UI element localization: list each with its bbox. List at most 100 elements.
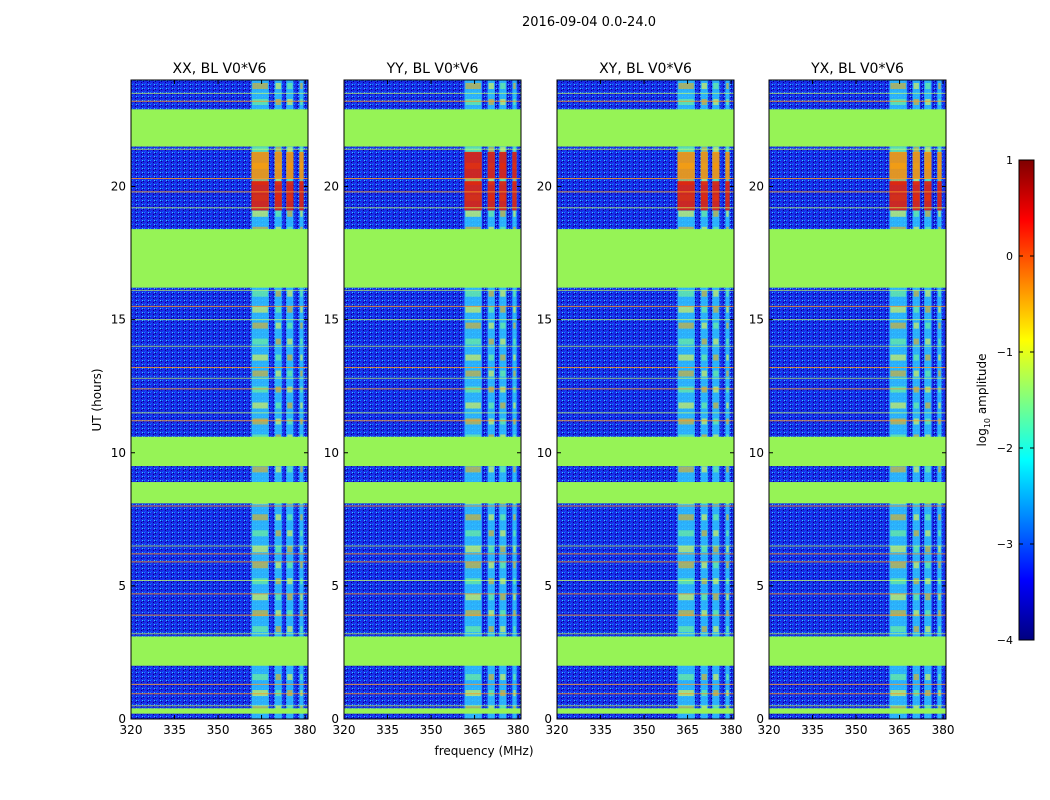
axes-frame [343, 79, 522, 720]
rfi-strong-block [286, 151, 294, 179]
x-tick-label: 380 [294, 723, 317, 737]
rfi-cell [300, 306, 303, 313]
rfi-cell [913, 402, 919, 409]
colorbar-label-base: 10 [983, 418, 992, 428]
rfi-strong-block [499, 181, 507, 211]
y-tick-label: 20 [111, 180, 126, 194]
rfi-cell [287, 466, 293, 473]
rfi-cell [713, 354, 719, 361]
rfi-cell [938, 146, 941, 153]
rfi-cell [890, 370, 906, 377]
flagged-band [344, 636, 521, 666]
rfi-cell [913, 146, 919, 153]
rfi-cell [465, 210, 481, 217]
rfi-cell [726, 290, 729, 297]
rfi-cell [500, 562, 506, 569]
y-tick-label: 0 [756, 712, 764, 726]
rfi-cell [488, 674, 494, 681]
rfi-cell [701, 322, 707, 329]
rfi-strong-block [725, 181, 730, 211]
rfi-band [512, 80, 517, 719]
rfi-cell [300, 338, 303, 345]
x-tick-label: 335 [801, 723, 824, 737]
y-tick-label: 15 [537, 313, 552, 327]
rfi-cell [275, 546, 281, 553]
rfi-cell [300, 322, 303, 329]
flagged-band [131, 636, 308, 666]
y-tick-label: 20 [324, 180, 339, 194]
rfi-cell [252, 290, 268, 297]
rfi-cell [713, 290, 719, 297]
rfi-cell [300, 546, 303, 553]
rfi-cell [488, 386, 494, 393]
x-tick-label: 320 [333, 723, 356, 737]
rfi-cell [726, 418, 729, 425]
rfi-strong-block [274, 151, 282, 179]
flagged-band [769, 482, 946, 504]
rfi-cell [300, 578, 303, 585]
rfi-cell [913, 322, 919, 329]
rfi-cell [890, 402, 906, 409]
rfi-cell [287, 402, 293, 409]
rfi-cell [488, 338, 494, 345]
x-axis-label: frequency (MHz) [434, 744, 533, 758]
rfi-cell [275, 562, 281, 569]
rfi-band [299, 80, 304, 719]
rfi-cell [252, 370, 268, 377]
rfi-cell [513, 562, 516, 569]
rfi-cell [500, 418, 506, 425]
rfi-cell [713, 82, 719, 89]
rfi-cell [678, 418, 694, 425]
rfi-cell [925, 466, 931, 473]
flagged-band [131, 229, 308, 288]
rfi-cell [925, 290, 931, 297]
rfi-cell [938, 338, 941, 345]
rfi-cell [726, 354, 729, 361]
rfi-cell [287, 546, 293, 553]
rfi-cell [890, 546, 906, 553]
rfi-cell [913, 610, 919, 617]
rfi-cell [938, 290, 941, 297]
rfi-cell [500, 610, 506, 617]
rfi-cell [465, 514, 481, 521]
rfi-cell [678, 146, 694, 153]
y-tick-label: 5 [756, 579, 764, 593]
rfi-cell [701, 306, 707, 313]
rfi-cell [678, 210, 694, 217]
y-tick-label: 5 [331, 579, 339, 593]
rfi-cell [701, 594, 707, 601]
rfi-cell [513, 418, 516, 425]
rfi-cell [726, 146, 729, 153]
colorbar-tick-label: −1 [997, 346, 1013, 359]
rfi-cell [287, 354, 293, 361]
rfi-cell [890, 98, 906, 105]
rfi-cell [488, 370, 494, 377]
rfi-cell [287, 418, 293, 425]
flagged-band [557, 482, 734, 504]
flagged-band [344, 109, 521, 147]
rfi-cell [913, 514, 919, 521]
panel-title: YY, BL V0*V6 [386, 61, 479, 77]
rfi-cell [488, 210, 494, 217]
rfi-cell [300, 514, 303, 521]
rfi-cell [513, 354, 516, 361]
rfi-cell [701, 82, 707, 89]
rfi-cell [925, 578, 931, 585]
y-tick-label: 15 [749, 313, 764, 327]
rfi-cell [925, 322, 931, 329]
rfi-cell [726, 674, 729, 681]
rfi-cell [890, 290, 906, 297]
rfi-cell [252, 322, 268, 329]
rfi-cell [275, 370, 281, 377]
rfi-cell [913, 530, 919, 537]
rfi-cell [500, 338, 506, 345]
rfi-cell [465, 146, 481, 153]
rfi-cell [488, 306, 494, 313]
rfi-cell [500, 82, 506, 89]
rfi-cell [465, 466, 481, 473]
rfi-cell [726, 530, 729, 537]
rfi-cell [713, 210, 719, 217]
y-tick-label: 0 [118, 712, 126, 726]
rfi-cell [513, 322, 516, 329]
rfi-cell [925, 386, 931, 393]
